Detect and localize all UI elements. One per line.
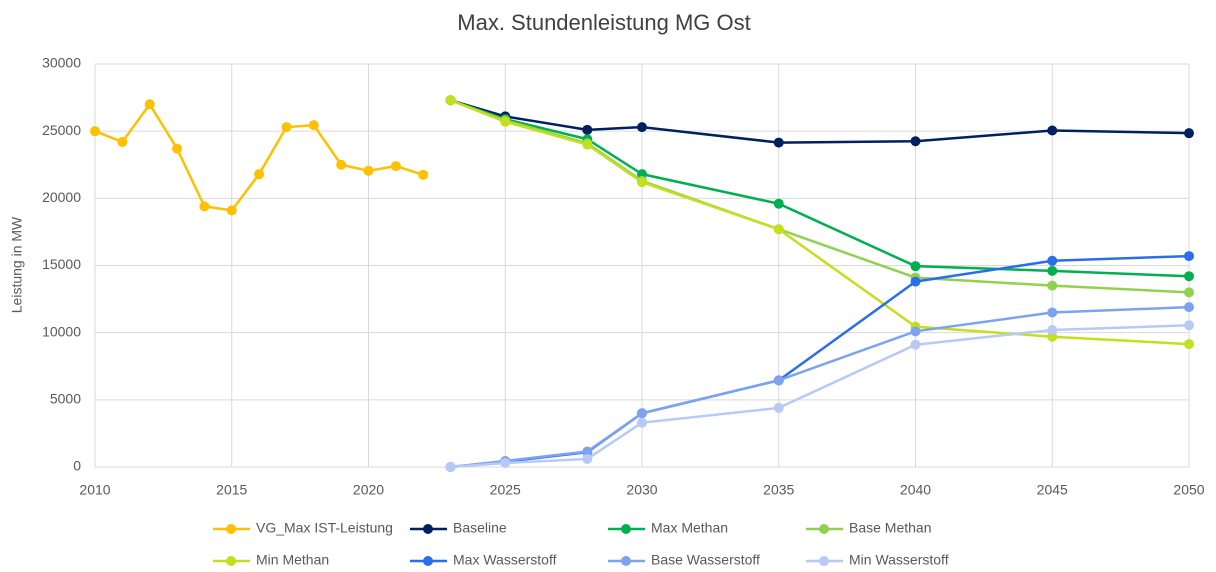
data-point (336, 159, 347, 170)
legend-marker (819, 556, 829, 566)
y-tick-label: 25000 (42, 122, 81, 138)
data-point (910, 326, 921, 337)
data-point (1184, 320, 1194, 331)
data-point (1047, 280, 1058, 291)
data-point (910, 276, 921, 287)
data-point (582, 453, 593, 464)
data-point (637, 177, 647, 188)
y-tick-label: 10000 (42, 323, 81, 339)
legend-marker (819, 524, 829, 534)
data-point (308, 120, 319, 131)
data-point (1047, 255, 1058, 266)
data-point (582, 124, 593, 135)
data-point (773, 137, 784, 148)
data-point (1184, 271, 1194, 282)
data-point (199, 201, 210, 212)
series-line (450, 99, 1190, 294)
data-point (773, 198, 784, 209)
data-point (418, 169, 429, 180)
data-point (637, 122, 647, 133)
data-point (1047, 324, 1058, 335)
legend-marker (621, 524, 631, 534)
data-point (1184, 287, 1194, 298)
legend-marker (621, 556, 631, 566)
legend-marker (226, 524, 236, 534)
y-tick-label: 5000 (50, 391, 81, 407)
data-point (1184, 339, 1194, 350)
series-line (450, 305, 1190, 469)
legend-label: Max Methan (651, 520, 728, 536)
x-tick-label: 2035 (763, 482, 794, 498)
data-point (637, 417, 647, 428)
data-point (363, 165, 374, 176)
legend-label: VG_Max IST-Leistung (256, 520, 393, 536)
y-tick-label: 20000 (42, 189, 81, 205)
x-tick-label: 2050 (1173, 482, 1204, 498)
data-point (773, 375, 784, 386)
legend-label: Max Wasserstoff (453, 552, 557, 568)
y-tick-label: 0 (73, 458, 81, 474)
data-point (90, 126, 100, 137)
data-point (254, 169, 265, 180)
series-line (450, 99, 1190, 144)
data-point (773, 402, 784, 413)
x-tick-label: 2025 (490, 482, 521, 498)
data-point (445, 462, 456, 472)
legend-label: Base Wasserstoff (651, 552, 760, 568)
x-tick-label: 2045 (1037, 482, 1068, 498)
legend-label: Baseline (453, 520, 507, 536)
data-point (1184, 128, 1194, 139)
legend-label: Min Wasserstoff (849, 552, 949, 568)
series-line (450, 99, 1190, 346)
data-point (1047, 265, 1058, 276)
y-axis-label: Leistung in MW (9, 216, 25, 313)
x-tick-label: 2040 (900, 482, 931, 498)
x-tick-label: 2015 (216, 482, 247, 498)
data-point (500, 116, 511, 127)
data-point (910, 136, 921, 147)
x-tick-label: 2010 (79, 482, 110, 498)
data-point (500, 457, 511, 468)
data-point (582, 139, 593, 150)
data-point (637, 408, 647, 419)
legend-label: Min Methan (256, 552, 329, 568)
data-point (117, 136, 128, 147)
data-point (773, 224, 784, 235)
legend-label: Base Methan (849, 520, 932, 536)
legend-marker (423, 556, 433, 566)
legend-marker (423, 524, 433, 534)
x-tick-label: 2020 (353, 482, 384, 498)
data-point (226, 205, 237, 216)
data-point (281, 122, 292, 133)
data-point (910, 261, 921, 272)
y-tick-label: 30000 (42, 55, 81, 71)
x-tick-label: 2030 (626, 482, 657, 498)
data-point (910, 339, 921, 350)
data-point (1047, 307, 1058, 318)
data-point (1047, 125, 1058, 136)
legend-marker (226, 556, 236, 566)
chart-title: Max. Stundenleistung MG Ost (457, 10, 750, 35)
y-tick-label: 15000 (42, 256, 81, 272)
series-line (94, 102, 424, 212)
series-line (450, 324, 1190, 469)
data-point (390, 161, 401, 172)
data-point (582, 446, 593, 457)
data-point (445, 95, 456, 106)
series-line (450, 99, 1190, 278)
data-point (144, 99, 155, 110)
data-point (172, 143, 183, 154)
data-point (1184, 251, 1194, 262)
data-point (1184, 302, 1194, 313)
